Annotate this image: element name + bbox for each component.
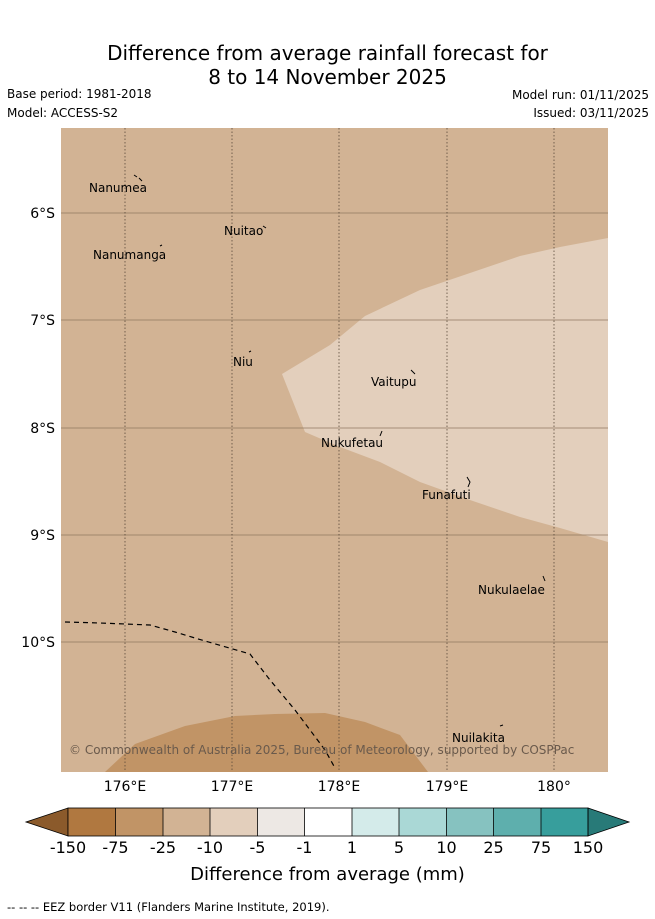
colorbar-bin-3	[163, 808, 210, 836]
lon-label-177e: 177°E	[211, 779, 254, 795]
colorbar-bin-7	[352, 808, 399, 836]
island-nanumea	[133, 174, 143, 182]
colorbar-frame	[67, 807, 589, 837]
colorbar-tick-label: -150	[49, 838, 87, 857]
island-label-nanumea: Nanumea	[89, 181, 147, 195]
dark-anomaly-region	[105, 713, 428, 772]
lon-axis-labels: 176°E 177°E 178°E 179°E 180°	[104, 779, 571, 795]
colorbar-title: Difference from average (mm)	[190, 864, 465, 885]
base-period: Base period: 1981-2018	[7, 87, 152, 101]
issued-date: Issued: 03/11/2025	[533, 106, 649, 120]
colorbar-tick-label: 10	[436, 838, 457, 857]
island-label-nanumanga: Nanumanga	[93, 248, 166, 262]
island-label-vaitupu: Vaitupu	[371, 375, 417, 389]
colorbar-tick-label: 150	[572, 838, 604, 857]
colorbar-tick-label: 5	[393, 838, 405, 857]
model-run: Model run: 01/11/2025	[511, 88, 649, 102]
colorbar	[24, 807, 631, 837]
model-name: Model: ACCESS-S2	[7, 106, 119, 120]
lat-label-10s: 10°S	[21, 635, 55, 651]
map-figure: Nanumea Nuitao Nanumanga Niu Vaitupu Nuk…	[21, 128, 608, 795]
colorbar-bin-11	[541, 808, 588, 836]
colorbar-bin-1	[68, 808, 116, 836]
lon-label-178e: 178°E	[318, 779, 361, 795]
light-anomaly-region	[282, 238, 608, 542]
island-label-niu: Niu	[233, 355, 253, 369]
title-line-1: Difference from average rainfall forecas…	[107, 41, 548, 65]
island-nanumanga	[159, 244, 163, 247]
colorbar-bin-2	[115, 808, 163, 836]
colorbar-bin-9	[446, 808, 494, 836]
lon-label-180: 180°	[537, 779, 571, 795]
colorbar-tick-label: -1	[296, 838, 313, 857]
island-niu	[248, 350, 252, 353]
lat-axis-labels: 6°S 7°S 8°S 9°S 10°S	[21, 206, 55, 651]
island-label-nuilakita: Nuilakita	[452, 731, 505, 745]
eez-footnote: -- -- -- EEZ border V11 (Flanders Marine…	[7, 900, 330, 914]
island-label-funafuti: Funafuti	[422, 488, 471, 502]
island-nuitao	[262, 225, 267, 229]
island-label-nuitao: Nuitao	[224, 224, 263, 238]
island-nukulaelae	[542, 575, 546, 582]
map-plot-area: Nanumea Nuitao Nanumanga Niu Vaitupu Nuk…	[61, 128, 608, 772]
colorbar-bin-5	[257, 808, 305, 836]
colorbar-tick-label: 75	[530, 838, 552, 857]
title-line-2: 8 to 14 November 2025	[208, 65, 447, 89]
colorbar-bin-8	[399, 808, 447, 836]
island-label-nukulaelae: Nukulaelae	[478, 583, 545, 597]
eez-border-line	[64, 621, 336, 769]
colorbar-extend-low	[24, 807, 69, 837]
island-nuilakita	[499, 724, 504, 727]
colorbar-dividers	[115, 808, 542, 836]
island-vaitupu	[410, 369, 416, 375]
colorbar-tick-label: -10	[196, 838, 224, 857]
copyright-notice: © Commonwealth of Australia 2025, Bureau…	[69, 743, 574, 757]
lat-gridlines	[61, 212, 608, 643]
colorbar-extend-high	[587, 807, 631, 837]
lon-label-179e: 179°E	[426, 779, 469, 795]
lat-label-7s: 7°S	[30, 313, 55, 329]
lat-label-6s: 6°S	[30, 206, 55, 222]
colorbar-bin-6	[304, 808, 352, 836]
colorbar-tick-label: -25	[149, 838, 177, 857]
lon-gridlines	[124, 128, 555, 772]
colorbar-tick-label: 1	[346, 838, 358, 857]
colorbar-tick-label: 25	[483, 838, 504, 857]
island-label-nukufetau: Nukufetau	[321, 436, 383, 450]
island-funafuti	[466, 476, 471, 488]
island-shapes	[133, 174, 546, 727]
island-nukufetau	[379, 430, 383, 437]
lat-label-8s: 8°S	[30, 421, 55, 437]
colorbar-tick-label: -5	[249, 838, 266, 857]
lon-label-176e: 176°E	[104, 779, 147, 795]
colorbar-tick-label: -75	[102, 838, 129, 857]
colorbar-bin-4	[210, 808, 258, 836]
lat-label-9s: 9°S	[30, 528, 55, 544]
colorbar-bin-10	[493, 808, 541, 836]
